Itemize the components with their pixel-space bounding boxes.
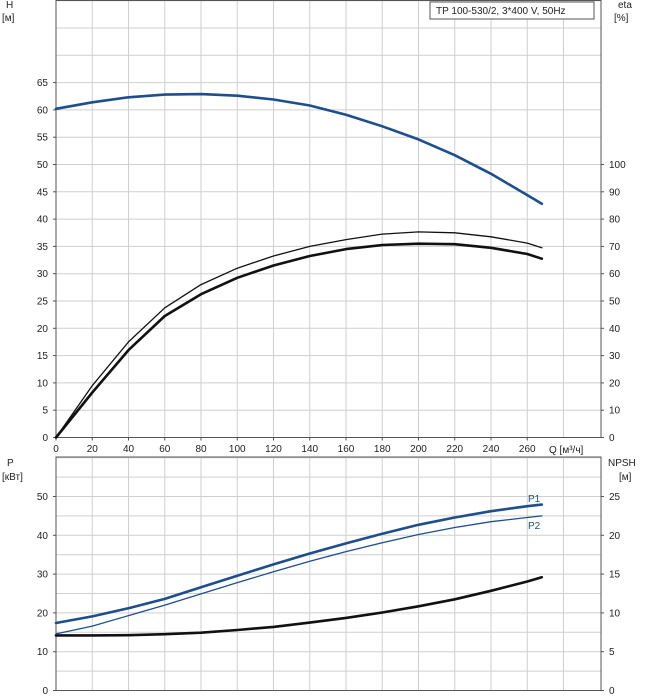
- tick-labels: 0 20 40 60 80 100 120 140 160 180 200 220 240 2600510…: [37, 78, 626, 697]
- y-right-title-bottom: NPSH: [608, 458, 636, 469]
- npsh-tick-label: 0: [609, 686, 615, 697]
- efficiency-curve-secondary: [55, 231, 543, 439]
- x-axis-title: Q [м³/ч]: [549, 445, 584, 456]
- npsh-curve: [54, 575, 544, 637]
- y-right-tick-label: 80: [609, 215, 621, 226]
- series-label-p2: P2: [528, 521, 541, 532]
- plot-frames: [55, 0, 602, 691]
- y-right-tick-label: 10: [609, 406, 621, 417]
- p-tick-label: 50: [37, 492, 49, 503]
- y-right-title-top: eta: [618, 0, 632, 11]
- y-right-tick-label: 40: [609, 324, 621, 335]
- x-tick-label: 60: [159, 444, 171, 455]
- grid-lines: [55, 0, 601, 691]
- y-left-tick-label: 0: [42, 433, 48, 444]
- legend-box: TP 100-530/2, 3*400 V, 50Hz: [429, 1, 595, 20]
- y-left-tick-label: 20: [37, 324, 49, 335]
- y-right-tick-label: 30: [609, 351, 621, 362]
- power-p1-curve: [54, 503, 544, 625]
- y-right-tick-label: 50: [609, 297, 621, 308]
- p-tick-label: 40: [37, 531, 49, 542]
- y-right-tick-label: 20: [609, 378, 621, 389]
- y-left-tick-label: 40: [37, 215, 49, 226]
- y-left-tick-label: 55: [37, 133, 49, 144]
- x-tick-label: 140: [301, 444, 318, 455]
- y-right-tick-label: 70: [609, 242, 621, 253]
- x-tick-label: 40: [123, 444, 135, 455]
- legend-box-text: TP 100-530/2, 3*400 V, 50Hz: [436, 6, 566, 17]
- x-tick-label: 220: [446, 444, 463, 455]
- x-tick-label: 0: [53, 444, 59, 455]
- x-tick-label: 200: [410, 444, 427, 455]
- y-right-tick-label: 90: [609, 187, 621, 198]
- y-left-tick-label: 10: [37, 378, 49, 389]
- curves: [54, 92, 544, 637]
- y-left-title-bottom: P: [7, 458, 14, 469]
- y-left-tick-label: 15: [37, 351, 49, 362]
- series-label-p1: P1: [528, 494, 541, 505]
- p-tick-label: 0: [42, 686, 48, 697]
- npsh-tick-label: 20: [609, 531, 621, 542]
- x-tick-label: 120: [265, 444, 282, 455]
- x-tick-label: 240: [483, 444, 500, 455]
- x-tick-label: 180: [374, 444, 391, 455]
- y-right-tick-label: 0: [609, 433, 615, 444]
- x-tick-label: 260: [519, 444, 536, 455]
- y-left-unit-top: [м]: [2, 13, 15, 24]
- y-left-tick-label: 65: [37, 78, 49, 89]
- y-left-tick-label: 30: [37, 269, 49, 280]
- y-right-unit-top: [%]: [614, 13, 629, 24]
- p-tick-label: 20: [37, 608, 49, 619]
- npsh-tick-label: 15: [609, 570, 621, 581]
- y-left-tick-label: 50: [37, 160, 49, 171]
- x-tick-label: 100: [229, 444, 246, 455]
- x-tick-label: 160: [338, 444, 355, 455]
- y-left-tick-label: 60: [37, 105, 49, 116]
- x-tick-label: 80: [195, 444, 207, 455]
- y-left-title-top: H: [6, 0, 13, 11]
- npsh-tick-label: 5: [609, 647, 615, 658]
- x-tick-label: 20: [87, 444, 99, 455]
- npsh-tick-label: 25: [609, 492, 621, 503]
- efficiency-curve: [54, 242, 544, 439]
- p-tick-label: 10: [37, 647, 49, 658]
- y-right-unit-bottom: [м]: [619, 472, 632, 483]
- npsh-tick-label: 10: [609, 608, 621, 619]
- y-left-tick-label: 25: [37, 297, 49, 308]
- head-curve: [54, 92, 544, 206]
- y-left-tick-label: 45: [37, 187, 49, 198]
- y-left-tick-label: 5: [42, 406, 48, 417]
- p-tick-label: 30: [37, 570, 49, 581]
- y-left-unit-bottom: [кВт]: [2, 472, 23, 483]
- y-right-tick-label: 60: [609, 269, 621, 280]
- power-p2-curve: [55, 515, 543, 635]
- y-left-tick-label: 35: [37, 242, 49, 253]
- y-right-tick-label: 100: [609, 160, 626, 171]
